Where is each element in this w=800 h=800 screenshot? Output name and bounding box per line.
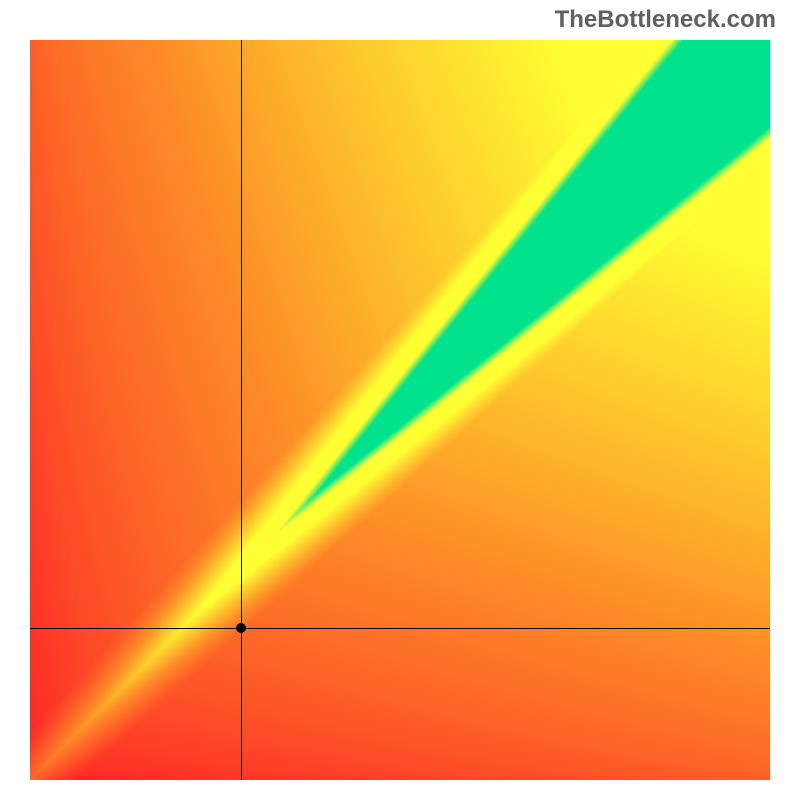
plot-area [30,40,770,780]
watermark-label: TheBottleneck.com [555,6,776,34]
heatmap-canvas [30,40,770,780]
chart-container: TheBottleneck.com [0,0,800,800]
